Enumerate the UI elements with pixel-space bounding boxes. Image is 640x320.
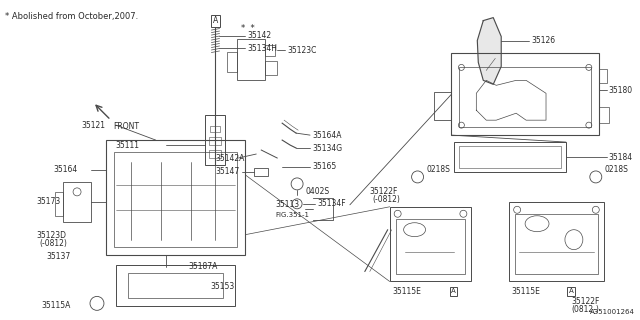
Text: FRONT: FRONT [113,122,139,131]
Bar [433,92,451,120]
Text: 35122F: 35122F [370,188,398,196]
Text: 35164: 35164 [53,165,77,174]
Bar [209,150,221,158]
Bar [106,140,245,255]
Bar [460,68,591,127]
Text: 35134F: 35134F [317,199,346,208]
Bar [114,152,237,247]
Text: 35115E: 35115E [393,287,422,296]
Text: 35187A: 35187A [189,262,218,271]
Bar [396,219,465,274]
Text: 35115A: 35115A [41,301,70,310]
Text: 35142A: 35142A [216,154,245,163]
Text: 35121: 35121 [81,121,105,130]
Bar [515,214,598,274]
Text: 35142: 35142 [247,31,271,40]
Bar [128,273,223,298]
Text: 35165: 35165 [312,163,336,172]
Text: 35122F: 35122F [571,297,599,306]
Bar [55,192,63,216]
Bar [509,202,604,282]
Bar [265,61,277,76]
Bar [237,38,265,80]
Bar [599,107,609,123]
Text: 35184: 35184 [609,153,633,162]
Text: 0402S: 0402S [305,188,329,196]
Text: (-0812): (-0812) [39,239,67,248]
Bar [390,207,471,282]
Bar [209,137,221,145]
Polygon shape [477,18,501,84]
Text: 35123C: 35123C [287,46,317,55]
Text: 35173: 35173 [36,197,61,206]
Text: 35134G: 35134G [312,144,342,153]
Text: 35164A: 35164A [312,131,342,140]
Text: (-0812): (-0812) [372,195,401,204]
Text: 35137: 35137 [46,252,70,261]
Text: 0218S: 0218S [605,165,628,174]
Text: A: A [451,288,456,294]
Text: A351001264: A351001264 [589,309,635,315]
Bar [227,52,237,72]
Text: 0218S: 0218S [426,165,451,174]
Text: A: A [568,288,573,294]
Text: 35147: 35147 [216,167,240,176]
Bar [454,142,566,172]
Text: FIG.351-1: FIG.351-1 [275,212,309,218]
Text: *  *: * * [241,24,255,33]
Text: 35115E: 35115E [511,287,540,296]
Bar [451,53,599,135]
Bar [460,146,561,168]
Bar [63,182,91,222]
Text: 35153: 35153 [211,282,235,291]
Text: * Abolished from October,2007.: * Abolished from October,2007. [5,12,139,21]
Text: 35134H: 35134H [247,44,277,53]
Bar [211,126,220,132]
Bar [265,44,275,56]
Text: 35126: 35126 [531,36,556,45]
Text: 35123D: 35123D [36,231,66,240]
Text: 35180: 35180 [609,86,633,95]
Text: 35111: 35111 [116,140,140,149]
Bar [116,265,236,306]
Text: A: A [213,16,218,25]
Bar [599,69,607,83]
Bar [254,168,268,176]
Bar [205,115,225,165]
Text: 35113: 35113 [275,200,300,209]
Text: (0812-): (0812-) [571,305,599,314]
